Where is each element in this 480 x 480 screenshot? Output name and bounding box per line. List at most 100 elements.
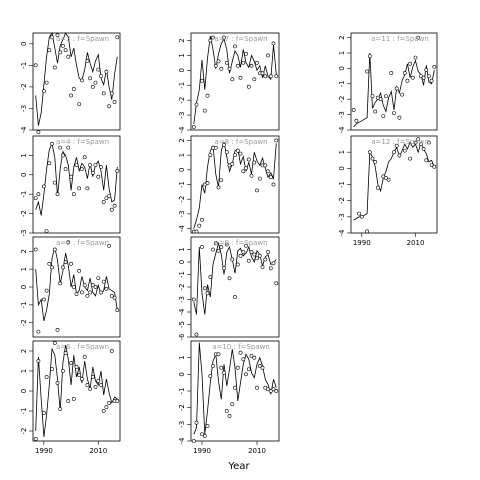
data-point (36, 329, 41, 334)
data-point (44, 229, 49, 234)
data-point (74, 163, 79, 168)
data-point (205, 93, 210, 98)
data-point (219, 178, 224, 183)
data-point (421, 146, 426, 151)
panel-label: a=3 : f=Spawn (56, 35, 109, 43)
data-point (389, 71, 394, 75)
data-point (416, 35, 421, 40)
y-tick-label: -2 (178, 196, 186, 203)
data-point (238, 75, 243, 80)
panel-label: a=10 : f=Spawn (212, 343, 270, 351)
panel-label: a=8 : f=Spawn (214, 138, 267, 146)
data-point (42, 297, 46, 302)
data-point (230, 257, 235, 262)
data-point (104, 405, 109, 409)
data-point (426, 140, 431, 145)
series-line (35, 247, 118, 321)
data-point (109, 293, 114, 298)
data-point (224, 150, 229, 155)
data-point (213, 63, 218, 68)
data-point (249, 250, 254, 254)
data-point (227, 66, 232, 71)
panel-label: a=11 : f=Spawn (371, 35, 429, 43)
data-point (205, 424, 210, 428)
data-point (42, 411, 46, 415)
data-point (252, 160, 257, 165)
data-point (90, 283, 95, 288)
data-point (69, 93, 74, 98)
data-point (260, 365, 265, 370)
y-tick-label: 1 (178, 247, 186, 251)
data-point (235, 63, 240, 68)
data-point (386, 177, 391, 182)
data-point (418, 74, 423, 79)
x-tick-label: 1990 (353, 239, 371, 247)
y-tick-label: 0 (20, 389, 28, 393)
data-point (246, 157, 251, 162)
data-point (194, 102, 199, 107)
panel-frame (32, 32, 121, 131)
data-point (99, 383, 103, 387)
data-point (408, 61, 413, 66)
data-point (88, 163, 93, 168)
data-point (109, 91, 114, 96)
data-point (200, 217, 204, 222)
data-point (227, 163, 232, 168)
data-point (63, 351, 68, 355)
panel-frame (32, 340, 121, 442)
data-point (216, 59, 221, 64)
y-tick-label: -1 (20, 62, 28, 69)
data-point (80, 290, 84, 295)
data-point (227, 414, 232, 418)
data-point (66, 54, 71, 59)
data-point (82, 155, 87, 160)
data-point (58, 50, 63, 55)
data-point (416, 137, 421, 142)
data-point (365, 229, 370, 234)
data-point (55, 33, 60, 38)
y-tick-label: -1 (338, 181, 346, 188)
data-point (85, 59, 90, 63)
data-point (93, 163, 98, 168)
y-tick-label: 1 (178, 153, 186, 157)
data-point (370, 94, 375, 99)
panels-layer: -4 -3 -2 -1 0 a=3 : f=Spawn -3 -2 -1 0 1 a=4 : f=Sp… (20, 31, 438, 455)
data-point (271, 182, 276, 187)
y-tick-label: -4 (178, 225, 186, 233)
data-point (213, 241, 218, 246)
panel-1: -4 -3 -2 -1 0 a=3 : f=Spawn (20, 31, 121, 135)
data-point (238, 253, 243, 258)
data-point (66, 240, 71, 245)
panel-5: -4 -3 -2 -1 0 1 2 a=7 : f=Spawn (178, 32, 280, 133)
data-point (219, 365, 224, 370)
data-point (50, 265, 54, 270)
data-point (47, 48, 52, 53)
data-point (93, 285, 98, 289)
data-point (392, 150, 396, 155)
data-point (44, 80, 49, 85)
y-tick-label: -4 (178, 308, 186, 316)
panel-4: -2 -1 0 1 2 1990 2010 a=6 : f=Spawn (20, 340, 121, 455)
y-tick-label: -4 (20, 126, 28, 134)
data-point (115, 399, 120, 403)
y-tick-label: -3 (338, 213, 346, 220)
data-point (432, 164, 437, 169)
data-point (413, 55, 418, 60)
data-point (351, 108, 356, 112)
data-point (115, 308, 120, 313)
data-point (99, 74, 103, 79)
y-tick-label: 0 (338, 166, 346, 170)
data-point (373, 109, 378, 114)
panel-8: -4 -3 -2 -1 0 1 1990 2010 a=10 : f=Spawn (178, 340, 280, 455)
data-point (230, 402, 235, 407)
y-tick-label: -1 (178, 388, 186, 395)
data-point (233, 295, 237, 299)
data-point (36, 359, 41, 363)
data-point (224, 409, 229, 413)
data-point (96, 276, 101, 281)
data-point (50, 367, 54, 371)
panel-label: a=12 : f=Spawn (371, 138, 429, 146)
data-point (216, 248, 221, 253)
data-point (421, 75, 426, 80)
